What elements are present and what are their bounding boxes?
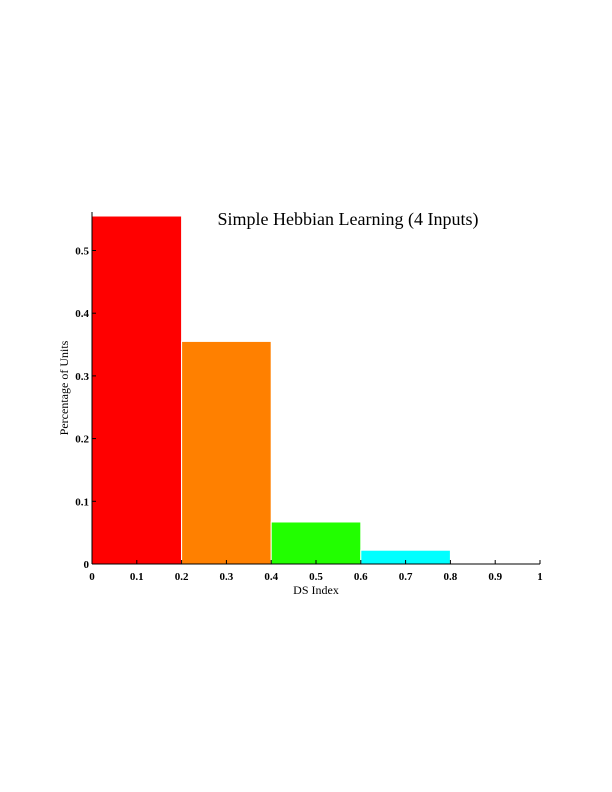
x-tick-label-5: 0.5 [309,571,323,583]
y-tick-label-1: 0.1 [75,496,89,508]
x-axis-title: DS Index [293,583,339,597]
x-tick-label-8: 0.8 [444,571,458,583]
x-tick-label-1: 0.1 [130,571,144,583]
y-tick-label-2: 0.2 [75,434,89,446]
bar-0 [91,215,183,565]
x-tick-label-3: 0.3 [220,571,234,583]
y-axis-ticks: 0 0.1 0.2 0.3 0.4 0.5 [75,246,96,571]
x-axis-ticks: 0 0.1 0.2 0.3 0.4 0.5 0.6 0.7 0.8 0.9 1 [89,560,543,583]
bars-group [91,215,451,565]
x-tick-label-0: 0 [89,571,95,583]
bar-1 [181,340,272,565]
x-tick-label-9: 0.9 [488,571,502,583]
x-tick-label-6: 0.6 [354,571,368,583]
y-tick-label-0: 0 [84,559,90,571]
y-tick-label-5: 0.5 [75,246,89,258]
bar-2 [270,521,362,565]
x-tick-label-7: 0.7 [399,571,413,583]
chart-title: Simple Hebbian Learning (4 Inputs) [218,209,479,230]
y-axis-title: Percentage of Units [57,340,71,435]
x-tick-label-4: 0.4 [264,571,278,583]
x-tick-label-2: 0.2 [175,571,189,583]
x-tick-label-10: 1 [537,571,543,583]
y-tick-label-3: 0.3 [75,371,89,383]
y-tick-label-4: 0.4 [75,308,89,320]
